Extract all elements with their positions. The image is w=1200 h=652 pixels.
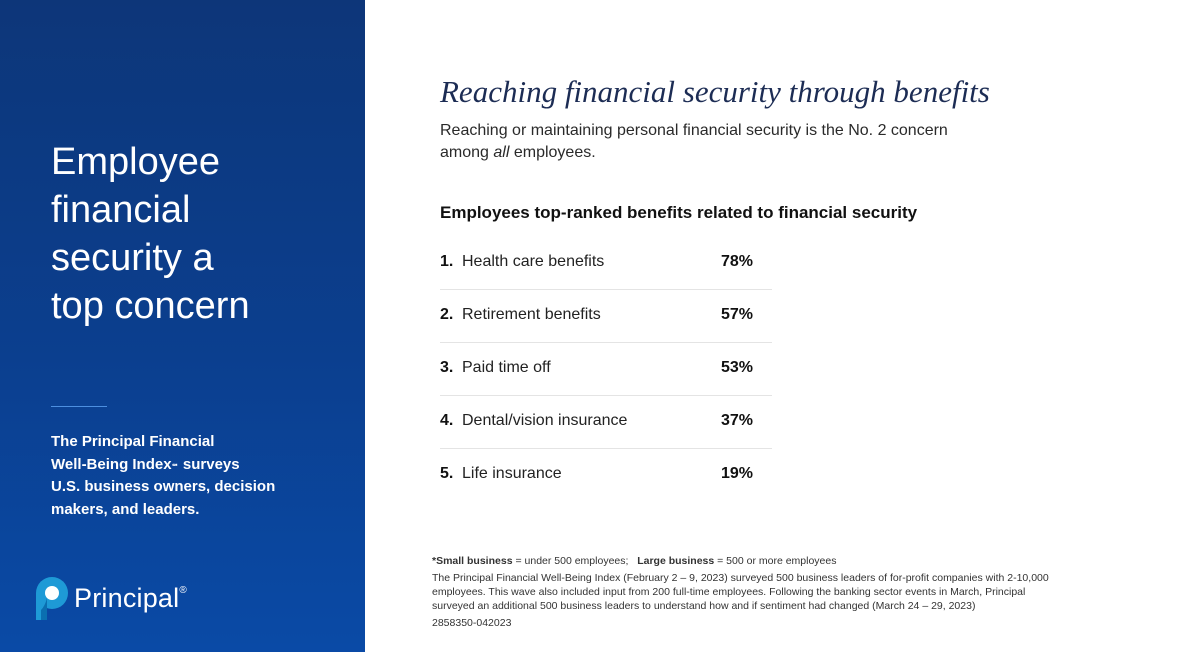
benefit-rank: 2. bbox=[440, 306, 454, 323]
sidebar-title-line: Employee bbox=[51, 141, 220, 183]
subtitle-line: Reaching or maintaining personal financi… bbox=[440, 122, 948, 139]
benefit-label: Health care benefits bbox=[462, 253, 605, 270]
benefits-heading: Employees top-ranked benefits related to… bbox=[440, 203, 918, 222]
logo-text: Principal bbox=[74, 582, 180, 613]
sidebar-title-line: financial bbox=[51, 189, 191, 231]
benefit-percent: 53% bbox=[721, 359, 754, 376]
benefit-row: 4. Dental/vision insurance 37% bbox=[440, 396, 772, 449]
benefit-percent: 37% bbox=[721, 412, 754, 429]
benefit-rank: 4. bbox=[440, 412, 454, 429]
subtitle-text: employees. bbox=[509, 144, 596, 161]
footnote-definitions: *Small business = under 500 employees; L… bbox=[432, 554, 1152, 568]
principal-logo: Principal® bbox=[35, 576, 187, 620]
benefit-rank: 5. bbox=[440, 465, 454, 482]
benefit-label: Dental/vision insurance bbox=[462, 412, 628, 429]
footnote: *Small business = under 500 employees; L… bbox=[432, 554, 1152, 630]
benefit-row: 5. Life insurance 19% bbox=[440, 449, 772, 501]
sidebar-description-text: Well-Being Index bbox=[51, 455, 172, 473]
page-title: Reaching financial security through bene… bbox=[440, 74, 990, 109]
document-code: 2858350-042023 bbox=[432, 617, 512, 629]
page-subtitle: Reaching or maintaining personal financi… bbox=[440, 120, 1040, 164]
principal-logo-icon bbox=[36, 577, 68, 620]
benefit-label: Paid time off bbox=[462, 359, 551, 376]
footnote-large-label: Large business bbox=[637, 555, 715, 567]
registered-mark: ® bbox=[179, 584, 187, 596]
sidebar-description: The Principal Financial Well-Being Index… bbox=[51, 431, 301, 521]
benefit-label: Life insurance bbox=[462, 465, 562, 482]
footnote-line: employees. This wave also included input… bbox=[432, 586, 1026, 598]
footnote-small-label: *Small business bbox=[432, 555, 513, 567]
sidebar-description-line: makers, and leaders. bbox=[51, 500, 200, 518]
benefit-rank: 3. bbox=[440, 359, 454, 376]
sidebar-title-line: top concern bbox=[51, 285, 250, 327]
benefit-row: 3. Paid time off 53% bbox=[440, 343, 772, 396]
benefit-percent: 19% bbox=[721, 465, 754, 482]
benefit-percent: 78% bbox=[721, 253, 754, 270]
sidebar-panel: Employee financial security a top concer… bbox=[0, 0, 365, 652]
sidebar-divider bbox=[51, 406, 107, 407]
footnote-small-value: = under 500 employees; bbox=[512, 555, 629, 567]
sidebar-title-line: security a bbox=[51, 237, 214, 279]
benefits-list: 1. Health care benefits 78% 2. Retiremen… bbox=[440, 237, 772, 501]
benefit-rank: 1. bbox=[440, 253, 454, 270]
footnote-line: surveyed an additional 500 business lead… bbox=[432, 600, 976, 612]
sidebar-description-line: The Principal Financial bbox=[51, 433, 215, 450]
benefit-row: 1. Health care benefits 78% bbox=[440, 237, 772, 290]
service-mark: ℠ bbox=[171, 463, 179, 471]
footnote-line: The Principal Financial Well-Being Index… bbox=[432, 572, 1049, 584]
logo-wordmark: Principal® bbox=[74, 583, 187, 614]
benefit-label: Retirement benefits bbox=[462, 306, 601, 323]
subtitle-line: among all employees. bbox=[440, 142, 1040, 164]
sidebar-description-line: Well-Being Index℠ surveys bbox=[51, 454, 301, 477]
footnote-body: The Principal Financial Well-Being Index… bbox=[432, 571, 1152, 613]
footnote-large-value: = 500 or more employees bbox=[714, 555, 837, 567]
sidebar-description-text: surveys bbox=[178, 455, 240, 473]
sidebar-title: Employee financial security a top concer… bbox=[51, 138, 351, 330]
subtitle-emphasis: all bbox=[493, 144, 510, 161]
benefit-percent: 57% bbox=[721, 306, 754, 323]
subtitle-text: among bbox=[440, 144, 494, 161]
sidebar-description-line: U.S. business owners, decision bbox=[51, 478, 276, 495]
benefit-row: 2. Retirement benefits 57% bbox=[440, 290, 772, 343]
